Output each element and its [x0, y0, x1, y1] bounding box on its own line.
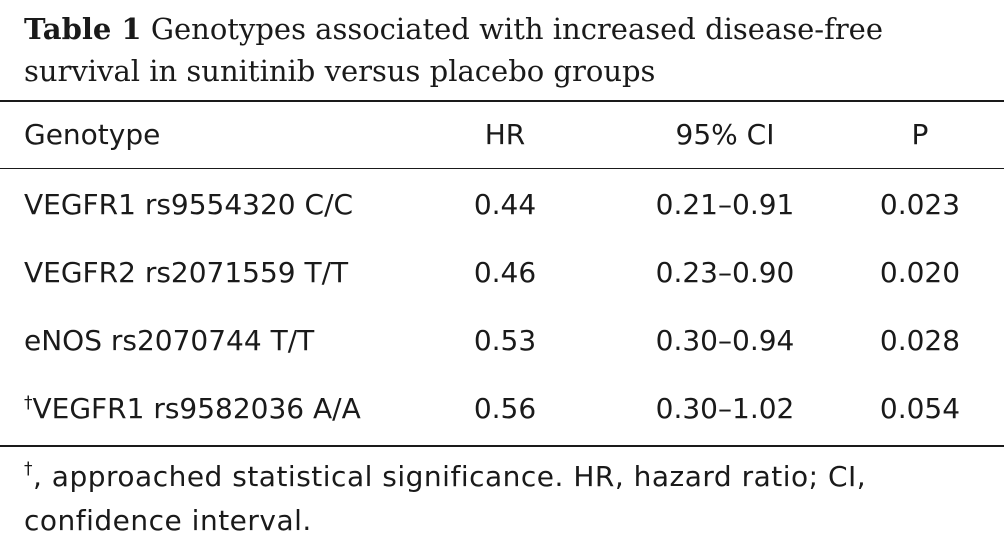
- header-ci: 95% CI: [675, 118, 775, 151]
- footnote-text: , approached statistical significance. H…: [24, 460, 867, 537]
- table-caption-text: Genotypes associated with increased dise…: [24, 12, 884, 88]
- cell-p: 0.023: [879, 188, 961, 221]
- cell-hr: 0.56: [473, 392, 537, 425]
- header-hr: HR: [484, 118, 526, 151]
- cell-genotype: eNOS rs2070744 T/T: [24, 321, 314, 361]
- table-row: eNOS rs2070744 T/T 0.53 0.30–0.94 0.028: [0, 321, 1004, 361]
- footnote-marker: †: [24, 459, 33, 479]
- genotype-value: VEGFR2 rs2071559 T/T: [24, 256, 349, 289]
- header-genotype: Genotype: [24, 118, 161, 151]
- cell-ci: 0.30–1.02: [655, 392, 795, 425]
- cell-ci: 0.23–0.90: [655, 256, 795, 289]
- header-p: P: [911, 118, 929, 151]
- cell-ci: 0.30–0.94: [655, 324, 795, 357]
- cell-hr: 0.46: [473, 256, 537, 289]
- table-caption: Table 1 Genotypes associated with increa…: [24, 8, 994, 92]
- cell-hr: 0.44: [473, 188, 537, 221]
- genotype-value: VEGFR1 rs9582036 A/A: [32, 392, 361, 425]
- table-top-rule: [0, 100, 1004, 102]
- cell-p: 0.028: [879, 324, 961, 357]
- cell-genotype: VEGFR2 rs2071559 T/T: [24, 253, 348, 293]
- cell-genotype: †VEGFR1 rs9582036 A/A: [24, 389, 361, 429]
- table-bottom-rule: [0, 445, 1004, 447]
- genotype-value: VEGFR1 rs9554320 C/C: [24, 188, 354, 221]
- table-row: VEGFR1 rs9554320 C/C 0.44 0.21–0.91 0.02…: [0, 185, 1004, 225]
- table-caption-label: Table 1: [24, 12, 142, 46]
- table-header-rule: [0, 168, 1004, 169]
- genotype-value: eNOS rs2070744 T/T: [24, 324, 315, 357]
- cell-hr: 0.53: [473, 324, 537, 357]
- cell-p: 0.020: [879, 256, 961, 289]
- table-row: VEGFR2 rs2071559 T/T 0.46 0.23–0.90 0.02…: [0, 253, 1004, 293]
- cell-genotype: VEGFR1 rs9554320 C/C: [24, 185, 353, 225]
- cell-ci: 0.21–0.91: [655, 188, 795, 221]
- cell-p: 0.054: [879, 392, 961, 425]
- table-header-row: Genotype HR 95% CI P: [0, 115, 1004, 155]
- table-row: †VEGFR1 rs9582036 A/A 0.56 0.30–1.02 0.0…: [0, 389, 1004, 429]
- table-footnote: †, approached statistical significance. …: [24, 455, 999, 543]
- row-marker: †: [24, 393, 33, 413]
